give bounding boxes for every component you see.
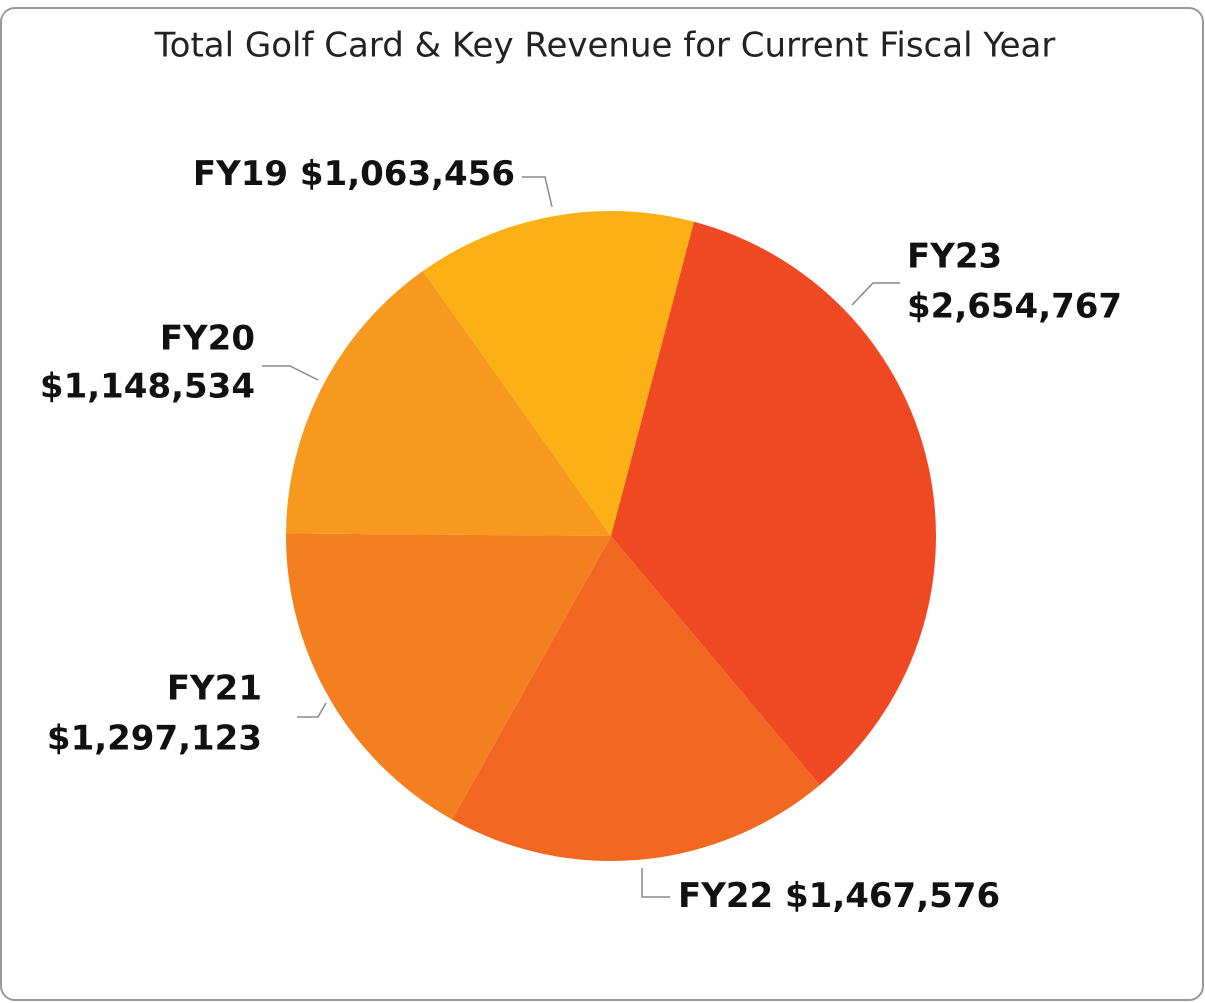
pie-slice <box>452 536 820 862</box>
slice-value: $1,467,576 <box>785 876 1000 916</box>
slice-value: $1,297,123 <box>47 719 262 759</box>
slice-label: FY19 $1,063,456 <box>193 154 515 194</box>
slice-category: FY23 <box>907 237 1002 277</box>
slice-value: $1,148,534 <box>40 367 255 407</box>
slice-category: FY20 <box>160 319 255 359</box>
slice-label: FY22 $1,467,576 <box>678 876 1000 916</box>
slice-category: FY21 <box>167 669 262 709</box>
chart-title: Total Golf Card & Key Revenue for Curren… <box>154 26 1056 66</box>
leader-line <box>641 868 670 898</box>
leader-line <box>851 282 900 306</box>
pie-slice <box>286 533 611 820</box>
slice-value: $1,063,456 <box>300 154 515 194</box>
leader-line <box>522 176 553 208</box>
slice-category: FY22 <box>678 876 773 916</box>
slice-category: FY19 <box>193 154 288 194</box>
leader-line <box>297 702 327 718</box>
pie-slice <box>611 221 936 786</box>
pie-slice <box>422 210 695 536</box>
slice-value: $2,654,767 <box>907 287 1122 327</box>
leader-line <box>262 365 319 381</box>
pie-slice <box>286 270 611 536</box>
